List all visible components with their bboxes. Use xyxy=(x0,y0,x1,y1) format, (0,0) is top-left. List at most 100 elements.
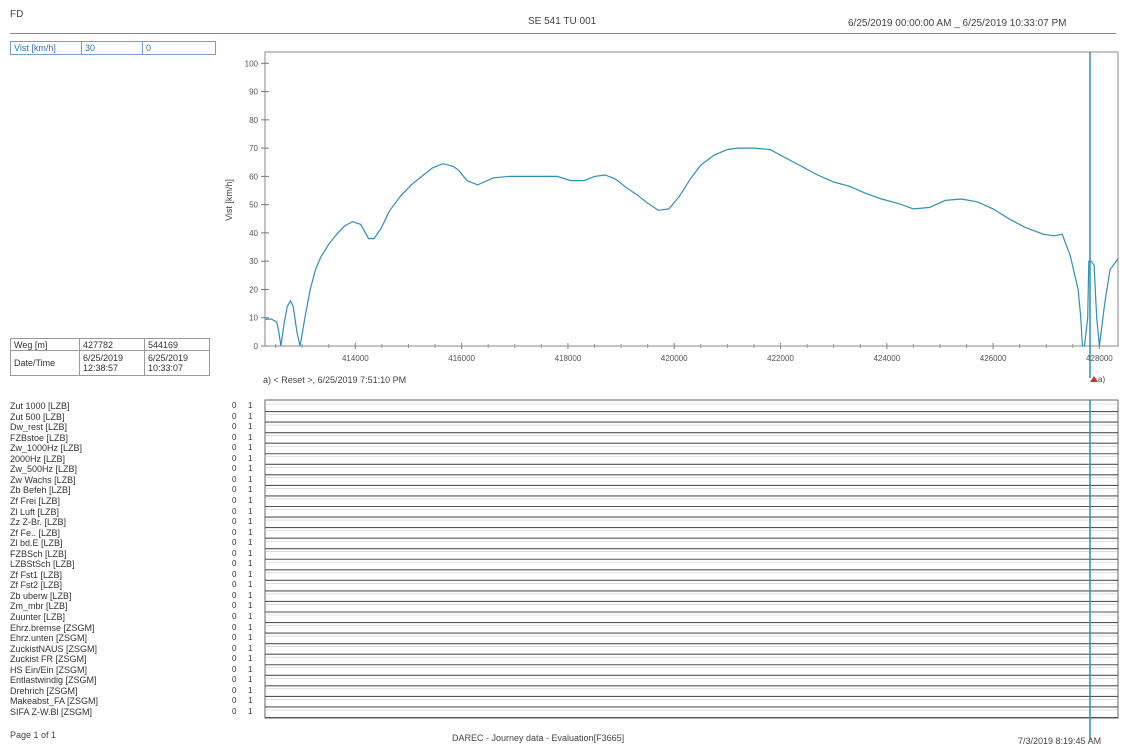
signal-low-value: 0 xyxy=(232,622,237,632)
cursor-2-value: 6/25/2019 10:33:07 xyxy=(144,350,210,376)
signal-label: Zf Fst1 [LZB] xyxy=(10,569,63,580)
signal-low-value: 0 xyxy=(232,506,237,516)
signal-low-value: 0 xyxy=(232,664,237,674)
header-divider xyxy=(10,33,1116,34)
y-tick-label: 0 xyxy=(254,342,259,351)
x-tick-label: 422000 xyxy=(767,354,794,363)
signal-label: Zm_mbr [LZB] xyxy=(10,601,68,612)
x-tick-label: 424000 xyxy=(873,354,900,363)
report-code: FD xyxy=(10,9,24,20)
signal-low-value: 0 xyxy=(232,696,237,706)
signal-low-value: 0 xyxy=(232,527,237,537)
signal-low-value: 0 xyxy=(232,612,237,621)
signal-label: Makeabst_FA [ZSGM] xyxy=(10,696,99,707)
signal-high-value: 1 xyxy=(248,548,253,558)
signal-label: Zb uberw [LZB] xyxy=(10,590,72,601)
speed-value-1: 30 xyxy=(82,42,143,54)
signal-low-value: 0 xyxy=(232,706,237,716)
signal-label: Ehrz.unten [ZSGM] xyxy=(10,633,88,644)
signal-low-value: 0 xyxy=(232,559,237,569)
signal-label: Zuckist FR [ZSGM] xyxy=(10,654,87,665)
signal-low-value: 0 xyxy=(232,464,237,474)
signal-label: Ehrz.bremse [ZSGM] xyxy=(10,622,95,633)
signal-high-value: 1 xyxy=(248,506,253,516)
signal-high-value: 1 xyxy=(248,401,253,410)
speed-series-line xyxy=(265,147,1119,347)
signal-low-value: 0 xyxy=(232,580,237,590)
y-tick-label: 30 xyxy=(249,257,258,266)
vehicle-id: SE 541 TU 001 xyxy=(528,16,597,27)
signal-low-value: 0 xyxy=(232,654,237,664)
x-tick-label: 418000 xyxy=(555,354,582,363)
x-tick-label: 428000 xyxy=(1086,354,1113,363)
plot-frame xyxy=(264,51,1119,347)
signal-label: 2000Hz [LZB] xyxy=(10,453,66,464)
signal-low-value: 0 xyxy=(232,401,237,410)
y-tick-label: 40 xyxy=(249,229,258,238)
signal-low-value: 0 xyxy=(232,517,237,527)
signal-high-value: 1 xyxy=(248,485,253,495)
signal-label: SIFA Z-W.Bl [ZSGM] xyxy=(10,706,93,717)
signal-high-value: 1 xyxy=(248,443,253,453)
signal-label: Zz Z-Br. [LZB] xyxy=(10,517,67,528)
y-tick-label: 60 xyxy=(249,172,258,181)
signal-low-value: 0 xyxy=(232,643,237,653)
signal-label: Drehrich [ZSGM] xyxy=(10,685,78,696)
signal-high-value: 1 xyxy=(248,432,253,442)
signal-label: Zw Wachs [LZB] xyxy=(10,474,76,485)
print-timestamp: 7/3/2019 8:19:45 AM xyxy=(1018,736,1102,746)
signal-label: FZBstoe [LZB] xyxy=(10,432,69,443)
y-tick-label: 10 xyxy=(249,314,258,323)
signal-high-value: 1 xyxy=(248,706,253,716)
y-tick-label: 70 xyxy=(249,144,258,153)
signal-low-value: 0 xyxy=(232,495,237,505)
y-tick-label: 90 xyxy=(249,88,258,97)
y-axis: 0 10 20 30 40 50 60 70 80 90 100 xyxy=(245,59,269,351)
signal-high-value: 1 xyxy=(248,453,253,463)
speed-label: Vist [km/h] xyxy=(11,42,82,54)
signal-label: Dw_rest [LZB] xyxy=(10,422,68,433)
cursor-info-table: Weg [m] 427782 544169 Date/Time 6/25/201… xyxy=(10,338,210,376)
x-tick-label: 420000 xyxy=(661,354,688,363)
signal-low-value: 0 xyxy=(232,569,237,579)
signal-high-value: 1 xyxy=(248,643,253,653)
signal-label: Zf Fst2 [LZB] xyxy=(10,580,63,591)
signal-low-value: 0 xyxy=(232,443,237,453)
x-tick-label: 426000 xyxy=(980,354,1007,363)
signal-low-value: 0 xyxy=(232,538,237,548)
signal-high-value: 1 xyxy=(248,422,253,432)
signal-low-value: 0 xyxy=(232,675,237,685)
signal-high-value: 1 xyxy=(248,495,253,505)
signal-low-value: 0 xyxy=(232,474,237,484)
signal-low-value: 0 xyxy=(232,485,237,495)
signal-high-value: 1 xyxy=(248,580,253,590)
signal-high-value: 1 xyxy=(248,685,253,695)
signal-low-value: 0 xyxy=(232,685,237,695)
speed-value-2: 0 xyxy=(146,43,152,53)
signal-high-value: 1 xyxy=(248,517,253,527)
event-marker-icon xyxy=(1090,376,1098,382)
speed-chart: 0 10 20 30 40 50 60 70 80 90 100 414000 416000 41800… xyxy=(224,51,1119,385)
signal-label: Zut 500 [LZB] xyxy=(10,411,65,422)
report-title: DAREC - Journey data - Evaluation[F3665] xyxy=(452,733,625,743)
event-marker-label: a) xyxy=(1098,375,1105,384)
signal-high-value: 1 xyxy=(248,664,253,674)
signal-low-value: 0 xyxy=(232,432,237,442)
signal-high-value: 1 xyxy=(248,622,253,632)
signal-high-value: 1 xyxy=(248,590,253,600)
x-tick-label: 414000 xyxy=(342,354,369,363)
signal-low-value: 0 xyxy=(232,411,237,421)
signal-high-value: 1 xyxy=(248,569,253,579)
signal-high-value: 1 xyxy=(248,464,253,474)
signal-high-value: 1 xyxy=(248,654,253,664)
signal-label: Zl Luft [LZB] xyxy=(10,506,60,517)
time-range: 6/25/2019 00:00:00 AM _ 6/25/2019 10:33:… xyxy=(848,18,1067,29)
signal-label: Zl bd.E [LZB] xyxy=(10,538,63,549)
page-number: Page 1 of 1 xyxy=(10,730,57,740)
signal-label: Zf Fe.. [LZB] xyxy=(10,527,61,538)
row-label: Date/Time xyxy=(10,350,80,376)
signal-label: LZBStSch [LZB] xyxy=(10,559,75,570)
x-tick-label: 416000 xyxy=(448,354,475,363)
signal-high-value: 1 xyxy=(248,411,253,421)
